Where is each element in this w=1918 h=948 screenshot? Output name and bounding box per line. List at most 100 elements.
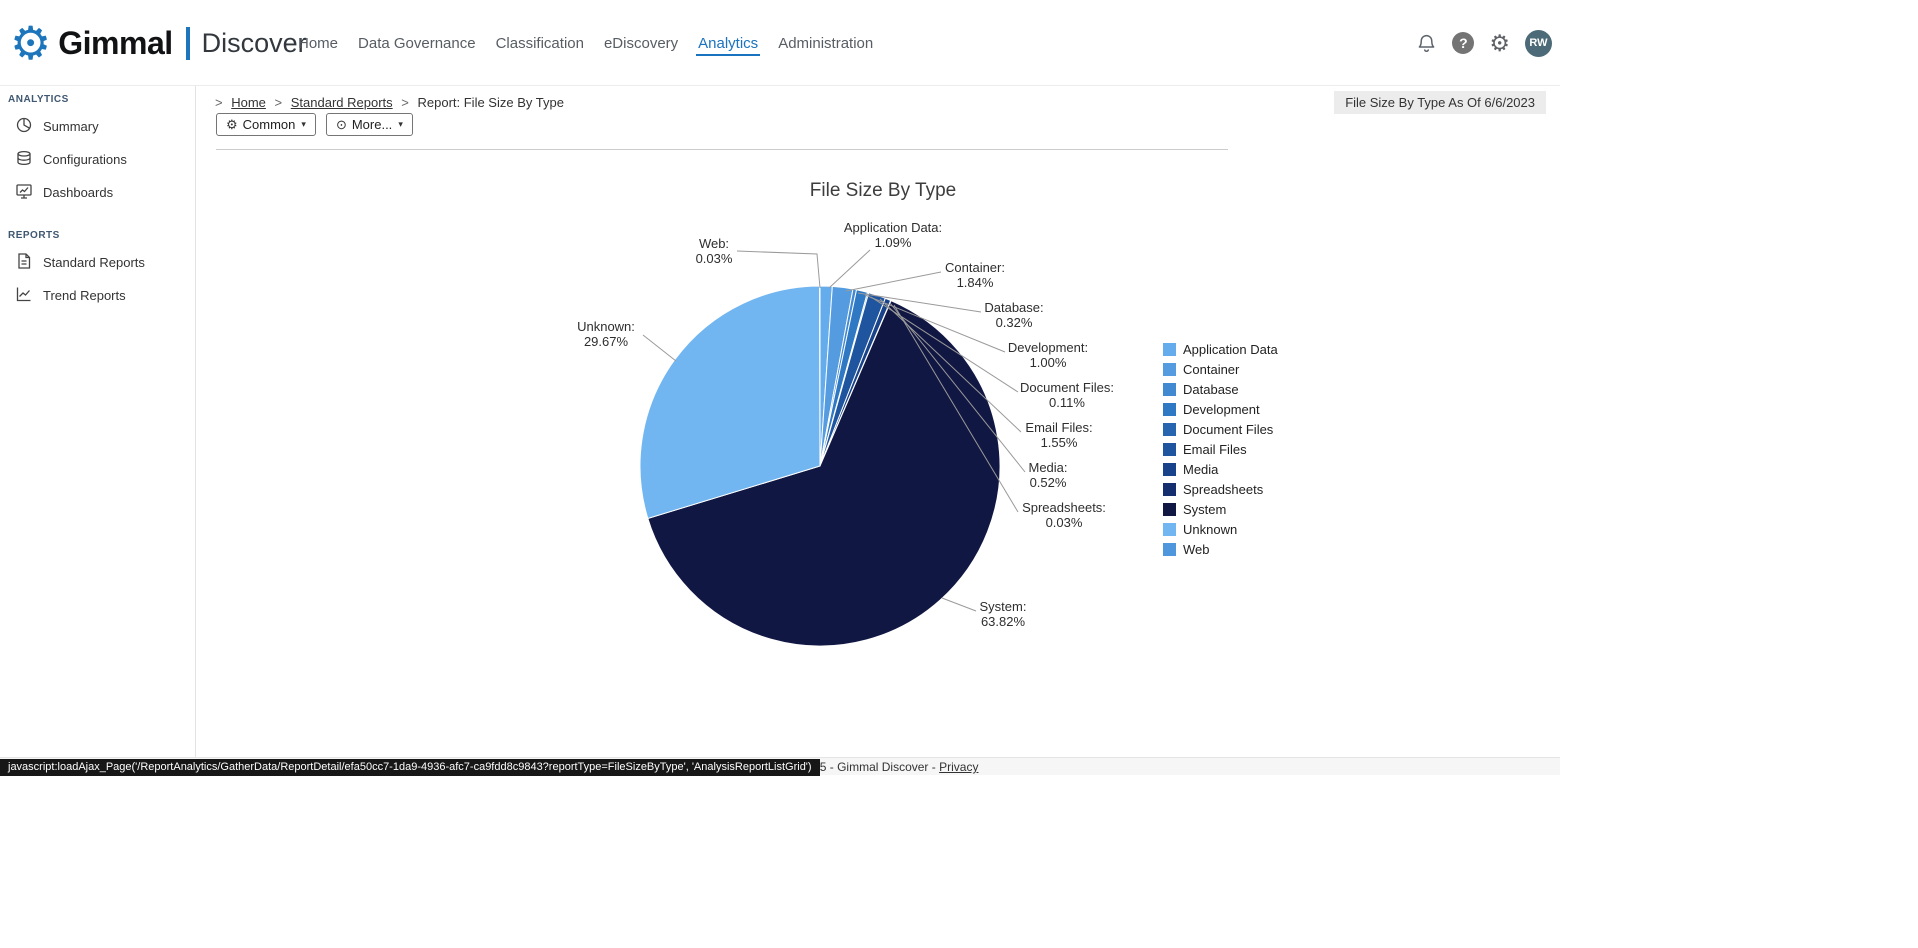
slice-label-application-data: Application Data:	[844, 220, 942, 235]
brand-logo[interactable]: ⚙ Gimmal Discover	[10, 0, 307, 86]
sidebar-item-label: Dashboards	[43, 185, 114, 200]
nav-item-administration[interactable]: Administration	[778, 35, 874, 52]
avatar[interactable]: RW	[1525, 29, 1552, 57]
main-nav: Home Data Governance Classification eDiscov…	[296, 0, 875, 86]
slice-value-database: 0.32%	[996, 315, 1033, 330]
legend-label: Development	[1183, 402, 1260, 417]
breadcrumb-leading: >	[215, 95, 223, 110]
slice-label-spreadsheets: Spreadsheets:	[1022, 500, 1106, 515]
sidebar-item-label: Configurations	[43, 152, 127, 167]
slice-value-media: 0.52%	[1030, 475, 1067, 490]
legend-label: Application Data	[1183, 342, 1278, 357]
slice-label-media: Media:	[1028, 460, 1067, 475]
legend-item-web[interactable]: Web	[1163, 542, 1278, 557]
legend-swatch	[1163, 403, 1176, 416]
leader-line-database	[857, 292, 982, 313]
toolbar-divider	[216, 149, 1228, 150]
leader-line-spreadsheets	[893, 304, 1019, 513]
legend-item-application-data[interactable]: Application Data	[1163, 342, 1278, 357]
legend-item-unknown[interactable]: Unknown	[1163, 522, 1278, 537]
configurations-icon	[15, 149, 33, 170]
dashboards-icon	[15, 182, 33, 203]
brand-product: Discover	[201, 27, 307, 58]
legend-label: Media	[1183, 462, 1219, 477]
sidebar-item-configurations[interactable]: Configurations	[0, 143, 195, 176]
slice-value-web: 0.03%	[696, 251, 733, 266]
nav-item-analytics[interactable]: Analytics	[696, 30, 761, 56]
brand-divider	[185, 26, 190, 60]
nav-item-data-governance[interactable]: Data Governance	[358, 35, 476, 52]
brand-name: Gimmal	[58, 24, 173, 61]
legend-swatch	[1163, 543, 1176, 556]
common-button[interactable]: ⚙ Common ▾	[216, 113, 316, 136]
standard-reports-icon	[15, 252, 33, 273]
header-icons: ? ⚙ RW	[1416, 0, 1552, 86]
legend-swatch	[1163, 423, 1176, 436]
legend-label: System	[1183, 502, 1227, 517]
pie-slice-unknown[interactable]	[639, 285, 821, 520]
slice-value-system: 63.82%	[981, 614, 1026, 629]
gear-icon[interactable]: ⚙	[1489, 29, 1510, 56]
app-header: ⚙ Gimmal Discover Home Data Governance Cla…	[0, 0, 1560, 86]
legend-label: Document Files	[1183, 422, 1274, 437]
more-button[interactable]: ⊙ More... ▾	[325, 113, 413, 136]
common-button-label: Common	[242, 117, 296, 132]
breadcrumb-current: Report: File Size By Type	[417, 95, 564, 110]
slice-label-document-files: Document Files:	[1020, 380, 1114, 395]
legend-item-development[interactable]: Development	[1163, 402, 1278, 417]
slice-label-container: Container:	[945, 260, 1005, 275]
slice-value-development: 1.00%	[1030, 355, 1067, 370]
sidebar-item-label: Summary	[43, 119, 99, 134]
sidebar-item-dashboards[interactable]: Dashboards	[0, 176, 195, 209]
legend-swatch	[1163, 483, 1176, 496]
nav-item-classification[interactable]: Classification	[495, 35, 584, 52]
legend-item-spreadsheets[interactable]: Spreadsheets	[1163, 482, 1278, 497]
breadcrumb-link-home[interactable]: Home	[231, 95, 266, 110]
breadcrumb-link-standard-reports[interactable]: Standard Reports	[290, 95, 393, 110]
breadcrumb: > Home > Standard Reports > Report: File…	[210, 95, 564, 110]
leader-line-container	[845, 271, 942, 292]
leader-line-web	[736, 250, 821, 289]
breadcrumb-separator: >	[274, 95, 283, 110]
sidebar-item-standard-reports[interactable]: Standard Reports	[0, 246, 195, 279]
sidebar-item-summary[interactable]: Summary	[0, 110, 195, 143]
legend-swatch	[1163, 523, 1176, 536]
ellipsis-circle-icon: ⊙	[335, 117, 347, 132]
summary-icon	[15, 116, 33, 137]
sidebar-item-trend-reports[interactable]: Trend Reports	[0, 279, 195, 312]
legend-label: Web	[1183, 542, 1210, 557]
slice-label-email-files: Email Files:	[1025, 420, 1092, 435]
more-button-label: More...	[351, 117, 393, 132]
footer-text: © 2025 - Gimmal Discover - Privacy	[788, 760, 979, 774]
sidebar-section-analytics: ANALYTICS	[8, 94, 69, 105]
slice-value-email-files: 1.55%	[1041, 435, 1078, 450]
legend-item-database[interactable]: Database	[1163, 382, 1278, 397]
nav-item-ediscovery[interactable]: eDiscovery	[603, 35, 679, 52]
app-window: ⚙ Gimmal Discover Home Data Governance Cla…	[0, 0, 1560, 774]
slice-label-unknown: Unknown:	[577, 319, 635, 334]
legend-swatch	[1163, 503, 1176, 516]
legend-item-container[interactable]: Container	[1163, 362, 1278, 377]
pie-slice-system[interactable]	[647, 299, 1001, 647]
legend-label: Container	[1183, 362, 1240, 377]
chart-legend: Application Data Container Database Develop…	[1163, 342, 1278, 562]
nav-item-home[interactable]: Home	[298, 35, 339, 52]
slice-label-web: Web:	[699, 236, 729, 251]
legend-item-media[interactable]: Media	[1163, 462, 1278, 477]
sidebar-section-reports: REPORTS	[8, 230, 60, 241]
legend-swatch	[1163, 463, 1176, 476]
question-mark-icon[interactable]: ?	[1452, 32, 1475, 54]
legend-swatch	[1163, 363, 1176, 376]
legend-item-document-files[interactable]: Document Files	[1163, 422, 1278, 437]
bell-icon[interactable]	[1416, 33, 1437, 54]
pie-chart: Application Data:1.09% Container:1.84% Dat…	[577, 220, 1114, 647]
privacy-link[interactable]: Privacy	[939, 760, 979, 774]
legend-swatch	[1163, 383, 1176, 396]
legend-item-email-files[interactable]: Email Files	[1163, 442, 1278, 457]
gimmal-gear-logo-icon: ⚙	[10, 17, 52, 69]
legend-label: Database	[1183, 382, 1239, 397]
legend-item-system[interactable]: System	[1163, 502, 1278, 517]
report-toolbar: ⚙ Common ▾ ⊙ More... ▾	[216, 113, 413, 136]
leader-line-document-files	[870, 296, 1019, 393]
